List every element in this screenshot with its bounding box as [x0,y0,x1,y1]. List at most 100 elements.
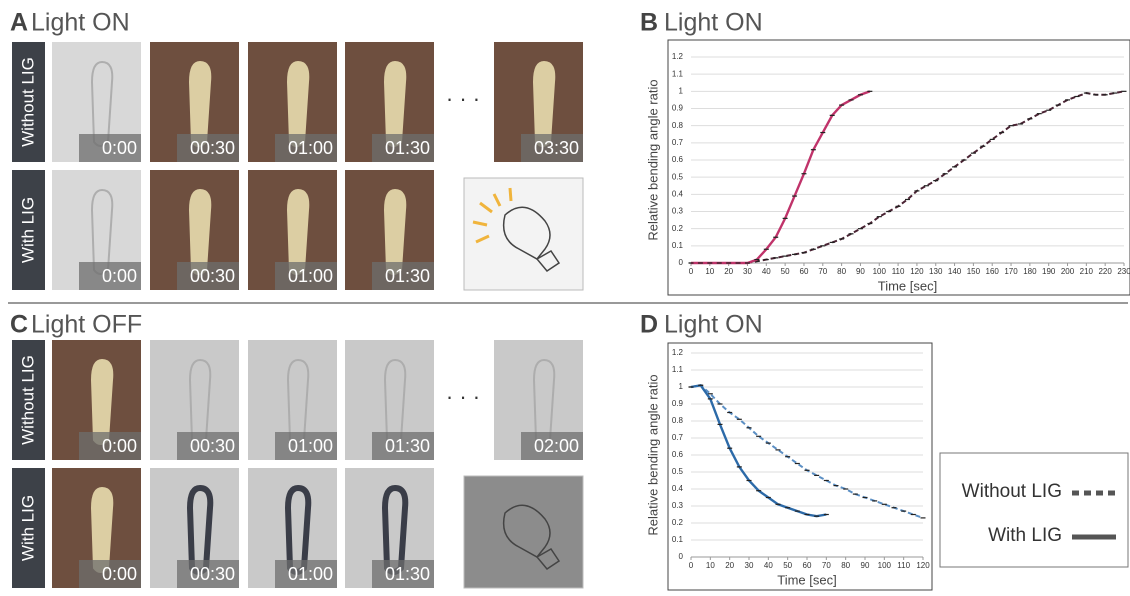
x-tick-label: 0 [689,561,694,570]
timestamp: 00:30 [190,266,235,286]
y-tick-label: 0.6 [672,155,684,164]
y-tick-label: 0.3 [672,207,684,216]
panel-letter: A [10,9,28,37]
y-tick-label: 0.2 [672,224,684,233]
timestamp: 01:30 [385,436,430,456]
actuator-shape [534,62,554,146]
y-tick-label: 1.1 [672,365,684,374]
ellipsis: · · · [446,384,480,409]
row-label: With LIG [18,197,37,263]
x-tick-label: 210 [1080,267,1094,276]
chart-title: Light ON [664,9,763,37]
chart-frame [668,40,1130,295]
x-tick-label: 10 [705,267,714,276]
x-tick-label: 50 [781,267,790,276]
y-tick-label: 0.1 [672,241,684,250]
timestamp: 0:00 [102,266,137,286]
y-tick-label: 0.5 [672,467,684,476]
chart-letter: D [640,311,658,339]
y-tick-label: 0.5 [672,172,684,181]
y-tick-label: 0.7 [672,433,684,442]
x-tick-label: 170 [1004,267,1018,276]
x-tick-label: 60 [803,561,812,570]
x-tick-label: 190 [1042,267,1056,276]
timestamp: 01:00 [288,436,333,456]
x-tick-label: 10 [706,561,715,570]
bulb-icon [464,178,583,290]
row-label: Without LIG [18,355,37,445]
x-tick-label: 230 [1117,267,1130,276]
y-axis-label: Relative bending angle ratio [645,374,660,535]
timestamp: 03:30 [534,138,579,158]
timestamp: 00:30 [190,138,235,158]
legend-box [940,453,1128,567]
x-tick-label: 70 [818,267,827,276]
x-axis-label: Time [sec] [777,572,836,587]
timestamp: 01:30 [385,266,430,286]
actuator-shape [288,62,308,146]
y-tick-label: 0.9 [672,104,684,113]
bulb-box [464,476,583,588]
actuator-shape [190,190,210,274]
y-tick-label: 0.3 [672,501,684,510]
bulb-box [464,178,583,290]
timestamp: 01:00 [288,266,333,286]
legend-label: Without LIG [962,481,1062,502]
actuator-shape [288,190,308,274]
timestamp: 01:00 [288,138,333,158]
x-axis-label: Time [sec] [878,278,937,293]
x-tick-label: 0 [689,267,694,276]
y-tick-label: 1.2 [672,348,684,357]
x-tick-label: 160 [986,267,1000,276]
x-tick-label: 110 [892,267,905,276]
timestamp: 0:00 [102,564,137,584]
y-tick-label: 0.9 [672,399,684,408]
x-tick-label: 90 [856,267,865,276]
x-tick-label: 30 [745,561,754,570]
x-tick-label: 50 [783,561,792,570]
timestamp: 01:00 [288,564,333,584]
x-tick-label: 100 [873,267,887,276]
x-tick-label: 30 [743,267,752,276]
y-tick-label: 1.1 [672,69,684,78]
y-tick-label: 0.8 [672,121,684,130]
x-tick-label: 90 [861,561,870,570]
y-tick-label: 0.4 [672,484,684,493]
row-label: Without LIG [18,57,37,147]
y-axis-label: Relative bending angle ratio [645,79,660,240]
bulb-icon [464,476,583,588]
x-tick-label: 150 [967,267,981,276]
x-tick-label: 110 [897,561,910,570]
figure: A Light ON Without LIG 0:00 00:30 01:00 01:30 0… [0,0,1130,596]
timestamp: 0:00 [102,138,137,158]
x-tick-label: 20 [725,561,734,570]
x-tick-label: 120 [916,561,930,570]
y-tick-label: 1 [679,86,684,95]
x-tick-label: 200 [1061,267,1075,276]
x-tick-label: 60 [800,267,809,276]
timestamp: 00:30 [190,436,235,456]
x-tick-label: 40 [762,267,771,276]
light-ray [510,188,511,201]
series-line [691,385,923,518]
x-tick-label: 80 [841,561,850,570]
actuator-shape [385,190,405,274]
x-tick-label: 20 [724,267,733,276]
x-tick-label: 130 [929,267,943,276]
timestamp: 0:00 [102,436,137,456]
panel-letter: C [10,311,28,339]
panel-title: Light OFF [31,311,142,339]
y-tick-label: 0.1 [672,535,684,544]
chart-title: Light ON [664,311,763,339]
timestamp: 01:30 [385,138,430,158]
y-tick-label: 1 [679,382,684,391]
timestamp: 00:30 [190,564,235,584]
x-tick-label: 120 [910,267,924,276]
y-tick-label: 0 [679,552,684,561]
timestamp: 01:30 [385,564,430,584]
y-tick-label: 0.7 [672,138,684,147]
y-tick-label: 0.4 [672,189,684,198]
y-tick-label: 1.2 [672,52,684,61]
x-tick-label: 180 [1023,267,1037,276]
y-tick-label: 0 [679,258,684,267]
